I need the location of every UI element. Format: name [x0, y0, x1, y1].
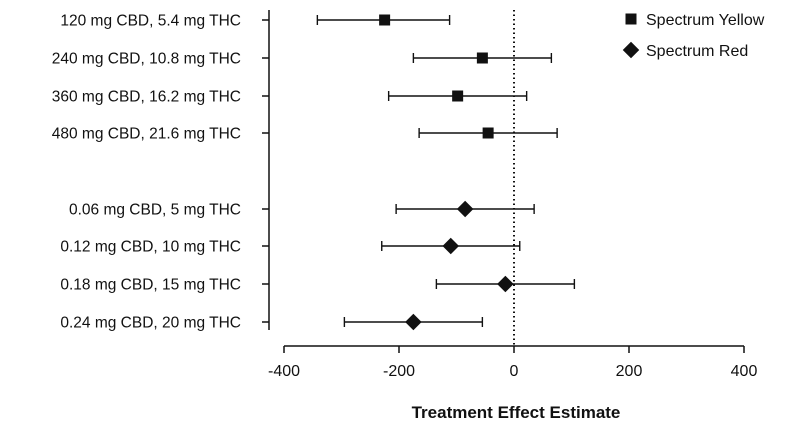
- estimate-square-marker: [379, 14, 391, 26]
- x-tick-label: -400: [268, 363, 300, 380]
- y-axis: [262, 10, 270, 330]
- estimate-row: [316, 14, 451, 26]
- estimate-diamond-marker: [456, 200, 474, 218]
- estimate-diamond-marker: [405, 313, 422, 331]
- estimate-diamond-marker: [442, 237, 459, 255]
- legend-label: Spectrum Yellow: [646, 12, 765, 29]
- legend-entry: Spectrum Yellow: [625, 12, 765, 29]
- estimate-row: [435, 275, 576, 293]
- estimate-diamond-marker: [497, 275, 514, 293]
- estimate-square-marker: [482, 127, 494, 139]
- category-label: 0.18 mg CBD, 15 mg THC: [60, 277, 241, 294]
- estimate-row: [395, 200, 535, 218]
- x-tick-label: 0: [510, 363, 519, 380]
- legend: Spectrum Yellow Spectrum Red: [622, 12, 765, 60]
- x-tick-label: -200: [383, 363, 415, 380]
- category-label: 480 mg CBD, 21.6 mg THC: [52, 126, 241, 143]
- category-label: 0.24 mg CBD, 20 mg THC: [60, 315, 241, 332]
- x-tick-label: 400: [731, 363, 758, 380]
- category-label: 360 mg CBD, 16.2 mg THC: [52, 89, 241, 106]
- category-label: 240 mg CBD, 10.8 mg THC: [52, 51, 241, 68]
- estimate-row: [412, 52, 553, 64]
- legend-square-icon: [625, 13, 637, 25]
- estimate-marks: [316, 14, 576, 331]
- estimate-square-marker: [476, 52, 488, 64]
- x-axis: -400 -200 0 200 400: [268, 345, 758, 380]
- x-tick-label: 200: [616, 363, 643, 380]
- estimate-row: [418, 127, 558, 139]
- category-label: 120 mg CBD, 5.4 mg THC: [60, 13, 241, 30]
- estimate-row: [387, 90, 528, 102]
- legend-diamond-icon: [622, 41, 640, 59]
- estimate-row: [381, 237, 521, 255]
- category-label: 0.12 mg CBD, 10 mg THC: [60, 239, 241, 256]
- estimate-row: [343, 313, 484, 331]
- legend-entry: Spectrum Red: [622, 41, 748, 60]
- estimate-square-marker: [452, 90, 464, 102]
- category-labels: 120 mg CBD, 5.4 mg THC 240 mg CBD, 10.8 m…: [52, 13, 241, 332]
- legend-label: Spectrum Red: [646, 43, 748, 60]
- x-axis-title: Treatment Effect Estimate: [412, 403, 621, 422]
- category-label: 0.06 mg CBD, 5 mg THC: [69, 202, 241, 219]
